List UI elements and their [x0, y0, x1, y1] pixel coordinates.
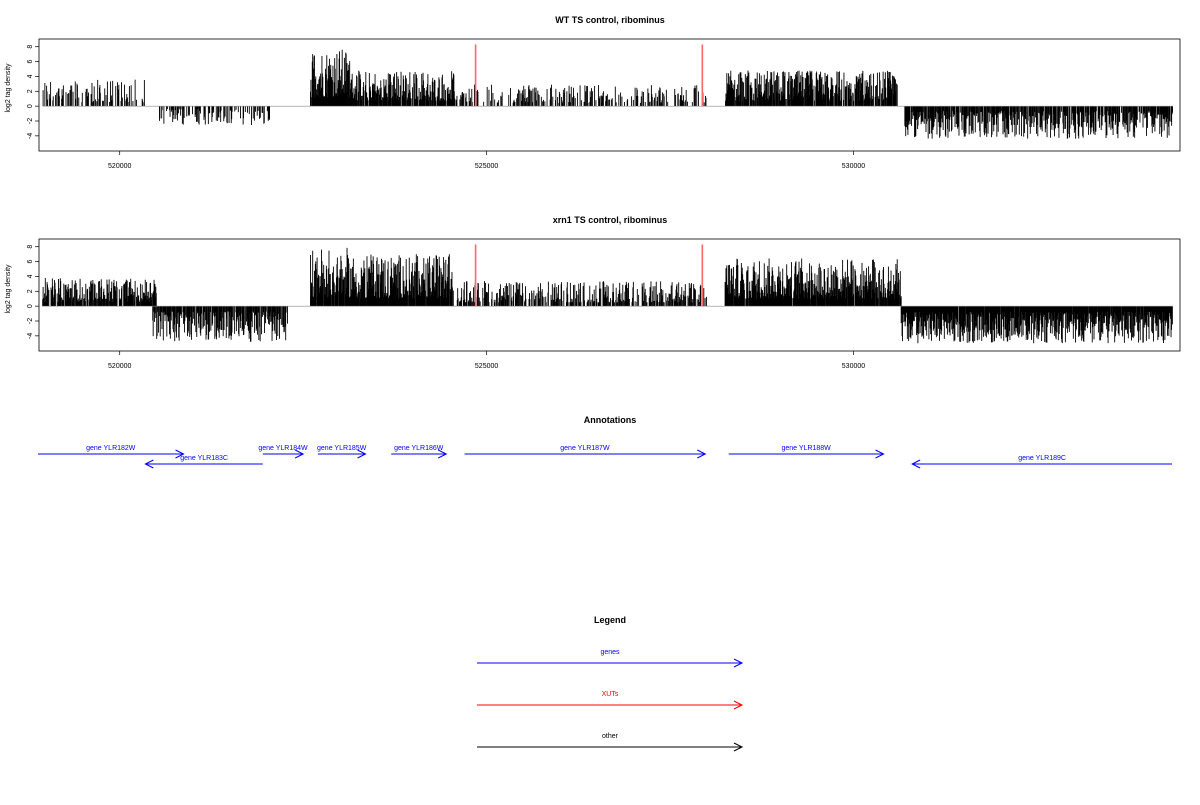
x-tick-label: 530000: [842, 363, 865, 370]
panel-wt: WT TS control, ribominus log2 tag densit…: [5, 15, 1181, 170]
gene-arrow: [38, 449, 185, 459]
x-tick-label: 520000: [108, 363, 131, 370]
density-bars: [42, 247, 1173, 344]
plot-frame: [38, 38, 1181, 152]
y-axis-label: log2 tag density: [5, 264, 12, 314]
xut-markers: [474, 44, 704, 107]
arrow-head: [294, 449, 305, 459]
gene-label: gene YLR184W: [258, 445, 308, 452]
gene-arrow: [464, 449, 707, 459]
panel-xrn1: xrn1 TS control, ribominus log2 tag dens…: [5, 215, 1181, 370]
arrow-head: [697, 449, 707, 459]
y-tick-label: 2: [27, 89, 34, 93]
y-tick-label: -4: [27, 333, 34, 339]
x-axis: 520000 525000 530000: [108, 151, 865, 170]
y-tick-label: 4: [27, 274, 34, 278]
y-tick-label: -2: [27, 318, 34, 324]
gene-label: gene YLR186W: [394, 445, 444, 452]
legend-label: other: [602, 733, 619, 740]
legend-title: Legend: [594, 615, 626, 625]
y-tick-label: 0: [27, 104, 34, 108]
legend-arrow: [477, 658, 744, 668]
arrow-head: [175, 449, 185, 459]
y-axis: 8 6 4 2 0 -2 -4: [27, 245, 39, 339]
x-tick-label: 530000: [842, 163, 865, 170]
x-tick-label: 525000: [475, 363, 498, 370]
panel-title: xrn1 TS control, ribominus: [553, 215, 668, 225]
arrow-head: [357, 449, 367, 459]
gene-arrow: [728, 449, 885, 459]
gene-arrow: [262, 449, 305, 459]
x-axis: 520000 525000 530000: [108, 351, 865, 370]
xut-markers: [474, 244, 704, 307]
legend-arrow: [477, 700, 744, 710]
legend: Legend genes XUTs other: [477, 615, 744, 752]
arrow-head: [438, 449, 448, 459]
y-tick-label: 6: [27, 260, 34, 264]
y-axis-label: log2 tag density: [5, 63, 12, 113]
gene-arrow: [144, 459, 263, 469]
arrow-head: [144, 459, 154, 469]
gene-label: gene YLR189C: [1018, 455, 1066, 462]
gene-arrow: [911, 459, 1172, 469]
gene-arrow: [391, 449, 448, 459]
density-bars: [42, 49, 1173, 139]
y-tick-label: -4: [27, 133, 34, 139]
annotations-title: Annotations: [584, 415, 637, 425]
y-tick-label: 8: [27, 245, 34, 249]
gene-arrow: [317, 449, 367, 459]
arrow-head: [733, 658, 744, 668]
y-tick-label: 4: [27, 74, 34, 78]
y-tick-label: 0: [27, 304, 34, 308]
gene-label: gene YLR188W: [781, 445, 831, 452]
gene-label: gene YLR185W: [317, 445, 367, 452]
gene-label: gene YLR187W: [560, 445, 610, 452]
legend-label: XUTs: [602, 691, 619, 698]
legend-items: genes XUTs other: [477, 649, 744, 752]
arrow-head: [911, 459, 921, 469]
arrow-head: [733, 700, 744, 710]
legend-label: genes: [600, 649, 620, 656]
legend-arrow: [477, 742, 744, 752]
y-axis: 8 6 4 2 0 -2 -4: [27, 45, 39, 139]
y-tick-label: -2: [27, 118, 34, 124]
x-tick-label: 520000: [108, 163, 131, 170]
x-tick-label: 525000: [475, 163, 498, 170]
arrow-head: [875, 449, 885, 459]
panel-title: WT TS control, ribominus: [555, 15, 665, 25]
gene-arrows: gene YLR182W gene YLR183C gene YLR184W gene…: [38, 445, 1172, 469]
y-tick-label: 8: [27, 45, 34, 49]
gene-label: gene YLR182W: [86, 445, 136, 452]
gene-label: gene YLR183C: [180, 455, 228, 462]
plot-frame: [38, 238, 1181, 352]
y-tick-label: 2: [27, 289, 34, 293]
arrow-head: [733, 742, 744, 752]
y-tick-label: 6: [27, 60, 34, 64]
